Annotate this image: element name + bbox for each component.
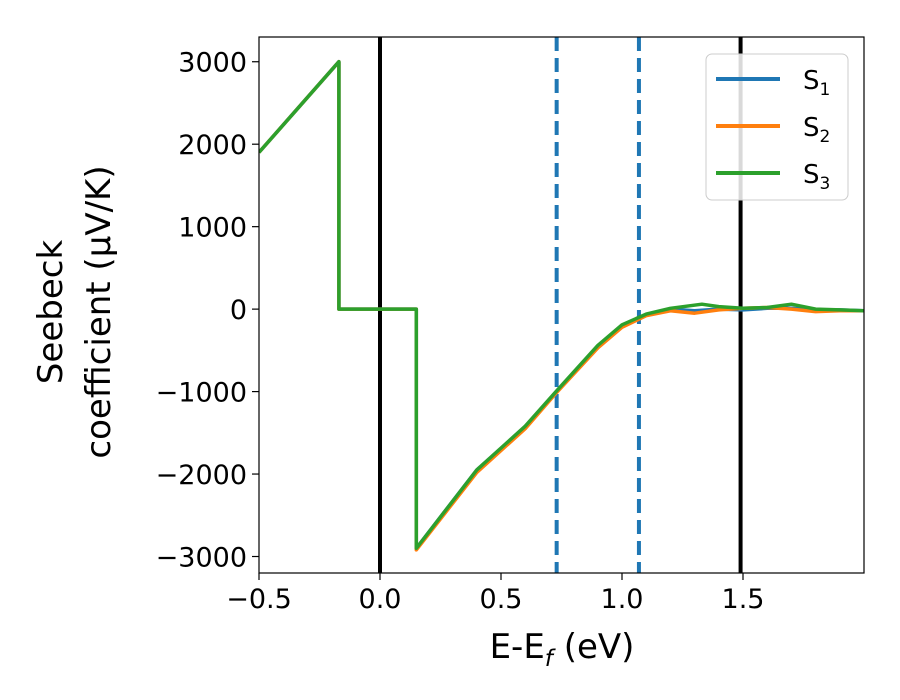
y-axis-label-line1: Seebeck: [31, 240, 71, 385]
y-tick-label: 3000: [178, 48, 247, 79]
plot-frame: [258, 36, 865, 574]
x-tick-label: 1.5: [722, 584, 765, 615]
legend-label-s2: S2: [803, 113, 830, 147]
legend-label-s3: S3: [803, 160, 830, 194]
x-tick-label: 0.5: [480, 584, 523, 615]
y-axis-ticks: −3000 −2000 −1000 0 1000 2000 3000: [156, 48, 259, 574]
series-line-s3: [259, 59, 864, 551]
x-axis-label: E-Ef (eV): [490, 627, 635, 672]
y-tick-label: −1000: [156, 378, 247, 409]
y-tick-label: 2000: [178, 130, 247, 161]
x-tick-label: 0.0: [359, 584, 402, 615]
y-tick-label: 1000: [178, 213, 247, 244]
y-tick-label: −3000: [156, 543, 247, 574]
series-lines: [259, 59, 864, 552]
legend: S1 S2 S3: [705, 53, 849, 201]
x-axis-ticks: −0.5 0.0 0.5 1.0 1.5: [226, 573, 764, 615]
x-tick-label: 1.0: [601, 584, 644, 615]
y-tick-label: −2000: [156, 460, 247, 491]
legend-label-s1: S1: [803, 66, 830, 100]
x-tick-label: −0.5: [226, 584, 292, 615]
y-axis-label-line2: coefficient (μV/K): [79, 165, 119, 458]
y-tick-label: 0: [230, 295, 247, 326]
